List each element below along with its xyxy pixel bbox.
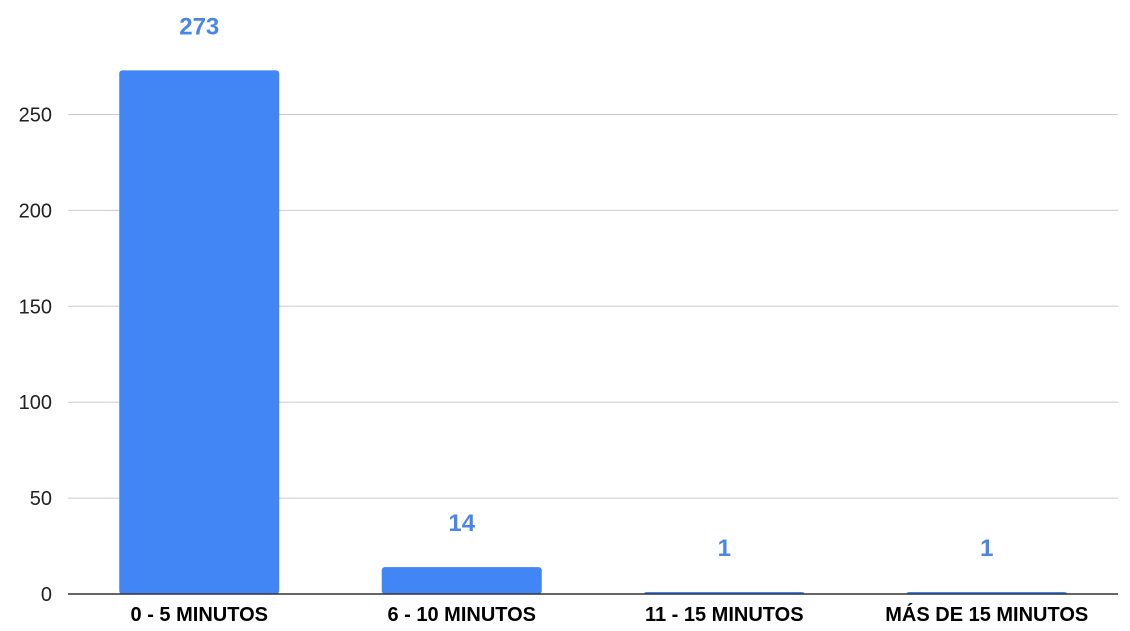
data-label: 273 (179, 13, 219, 40)
y-tick-label: 250 (19, 105, 52, 127)
y-tick-label: 200 (19, 200, 52, 222)
data-label: 1 (718, 535, 731, 562)
x-category-label: 0 - 5 MINUTOS (131, 604, 268, 626)
x-category-label: 11 - 15 MINUTOS (645, 604, 804, 626)
y-tick-label: 150 (19, 296, 52, 318)
bar (119, 70, 280, 595)
x-category-label: MÁS DE 15 MINUTOS (885, 603, 1088, 626)
y-tick-label: 100 (19, 392, 52, 414)
x-category-label: 6 - 10 MINUTOS (387, 604, 536, 626)
y-tick-label: 50 (30, 488, 52, 510)
data-label: 1 (980, 535, 993, 562)
bar (381, 567, 542, 594)
y-axis-tick-labels: 0 50 100 150 200 250 (19, 105, 52, 607)
data-label: 14 (448, 510, 475, 537)
data-labels: 273 14 1 1 (179, 13, 993, 562)
x-axis-category-labels: 0 - 5 MINUTOS 6 - 10 MINUTOS 11 - 15 MINUT… (131, 603, 1089, 626)
y-tick-label: 0 (41, 584, 52, 606)
bars (119, 70, 1067, 595)
